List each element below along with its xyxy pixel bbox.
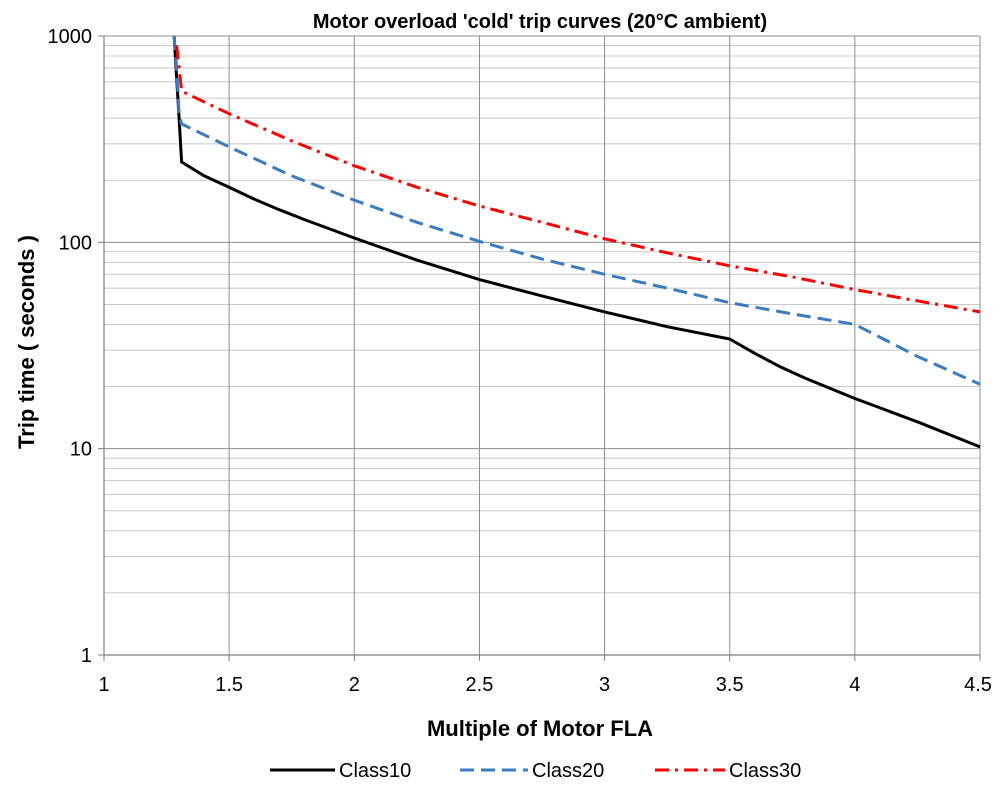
axes <box>98 35 981 661</box>
x-tick-label: 4 <box>849 674 860 696</box>
tick-labels: 1 10 100 1000 1 1.5 2 2.5 3 3.5 4 4.5 <box>48 26 992 696</box>
y-tick-label: 10 <box>70 439 92 461</box>
x-tick-label: 1 <box>98 674 109 696</box>
chart-title: Motor overload 'cold' trip curves (20°C … <box>313 11 767 33</box>
legend-label-class20: Class20 <box>532 760 604 782</box>
series-line-class10 <box>172 35 981 449</box>
x-tick-label: 3 <box>599 674 610 696</box>
series-line-class20 <box>172 35 981 386</box>
x-axis-label: Multiple of Motor FLA <box>427 716 653 741</box>
series-lines <box>172 35 981 449</box>
series-line-class30 <box>175 45 981 314</box>
x-tick-label: 2 <box>349 674 360 696</box>
x-tick-label: 1.5 <box>215 674 243 696</box>
y-tick-label: 1 <box>81 645 92 667</box>
y-axis-label: Trip time ( seconds ) <box>14 235 39 449</box>
legend: Class10 Class20 Class30 <box>270 760 801 782</box>
legend-label-class10: Class10 <box>339 760 411 782</box>
y-tick-label: 100 <box>59 232 92 254</box>
x-tick-label: 3.5 <box>716 674 744 696</box>
x-tick-label: 4.5 <box>964 674 992 696</box>
grid-lines <box>103 35 981 656</box>
y-tick-label: 1000 <box>48 26 93 48</box>
x-tick-label: 2.5 <box>466 674 494 696</box>
legend-label-class30: Class30 <box>729 760 801 782</box>
